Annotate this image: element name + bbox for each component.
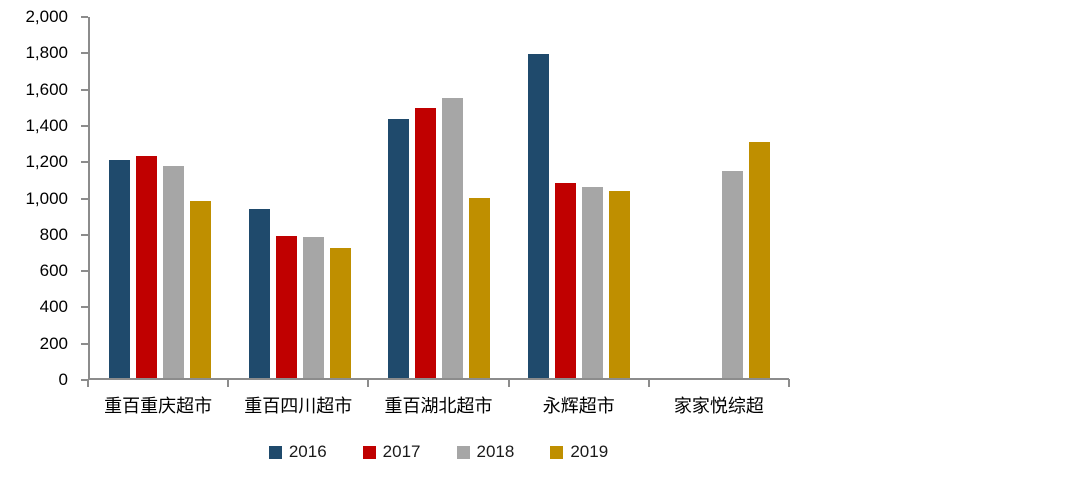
legend-swatch-icon (456, 445, 470, 459)
y-axis-tick-mark (81, 52, 88, 55)
bar-2017 (415, 108, 437, 378)
y-axis-tick-mark (81, 88, 88, 91)
legend-swatch-icon (268, 445, 282, 459)
bar-2016 (248, 209, 270, 378)
x-axis-tick-mark (87, 379, 89, 387)
bar-2019 (609, 191, 631, 378)
bar-2018 (302, 237, 324, 378)
bar-2017 (135, 156, 157, 378)
bar-2016 (528, 54, 550, 378)
y-axis-tick-mark (81, 342, 88, 345)
x-axis-category-label: 重百湖北超市 (384, 396, 493, 416)
y-axis-tick-label: 2,000 (25, 7, 68, 26)
category-group (90, 17, 230, 378)
x-axis-category-labels: 重百重庆超市 重百四川超市 重百湖北超市 永辉超市 家家悦综超 (88, 392, 789, 418)
bar-2019 (329, 248, 351, 378)
y-axis-tick-label: 1,400 (25, 115, 68, 135)
bar-2018 (722, 171, 744, 378)
y-axis-tick-mark (81, 161, 88, 164)
plot-area (88, 17, 789, 380)
legend-item-2016: 2016 (268, 442, 327, 462)
x-axis-category-label: 永辉超市 (542, 396, 615, 416)
bar-2016 (108, 160, 130, 378)
y-axis-tick-mark (81, 306, 88, 309)
category-group (230, 17, 370, 378)
category-group (370, 17, 510, 378)
legend-label: 2017 (382, 442, 421, 461)
x-axis-tick-mark (788, 379, 790, 387)
legend-swatch-icon (362, 445, 376, 459)
bar-2017 (555, 183, 577, 378)
y-axis-tick-mark (81, 233, 88, 236)
y-axis-tick-label: 1,200 (25, 152, 68, 172)
bar-2016 (388, 119, 410, 378)
y-axis-tick-label: 1,600 (25, 79, 68, 99)
y-axis-tick-mark (81, 124, 88, 127)
x-axis-category-label: 重百四川超市 (244, 396, 353, 416)
legend-item-2019: 2019 (550, 442, 608, 462)
x-axis-tick-mark (367, 379, 370, 387)
y-axis-tick-label: 1,800 (25, 43, 68, 63)
y-axis-tick-mark (81, 379, 88, 381)
x-axis-category-label: 重百重庆超市 (104, 396, 213, 416)
x-axis-tick-mark (647, 379, 650, 387)
x-axis-tick-mark (227, 379, 230, 387)
y-axis-tick-label: 600 (39, 261, 68, 281)
category-group (509, 17, 649, 378)
legend-label: 2019 (570, 442, 609, 461)
chart-legend: 2016 2017 2018 2019 (88, 442, 789, 462)
y-axis-tick-label: 200 (39, 333, 68, 353)
bar-2018 (582, 187, 604, 378)
y-axis-tick-label: 1,000 (25, 188, 68, 208)
legend-item-2017: 2017 (362, 442, 421, 462)
x-axis-tick-mark (507, 379, 510, 387)
legend-label: 2018 (476, 442, 515, 461)
y-axis-tick-label: 400 (39, 297, 68, 317)
y-axis-tick-label: 800 (39, 224, 68, 244)
legend-item-2018: 2018 (456, 442, 515, 462)
legend-swatch-icon (550, 445, 564, 459)
bar-2019 (749, 142, 771, 378)
bar-2019 (189, 201, 211, 378)
y-axis-tick-label: 0 (58, 370, 68, 389)
y-axis-tick-mark (81, 270, 88, 273)
bar-2019 (469, 198, 491, 378)
category-group (649, 17, 789, 378)
bar-2018 (162, 166, 184, 378)
x-axis-category-label: 家家悦综超 (673, 396, 764, 416)
legend-label: 2016 (288, 442, 327, 461)
bar-2017 (275, 236, 297, 378)
y-axis-tick-mark (81, 16, 88, 18)
y-axis-tick-mark (81, 197, 88, 200)
bar-2018 (442, 98, 464, 378)
